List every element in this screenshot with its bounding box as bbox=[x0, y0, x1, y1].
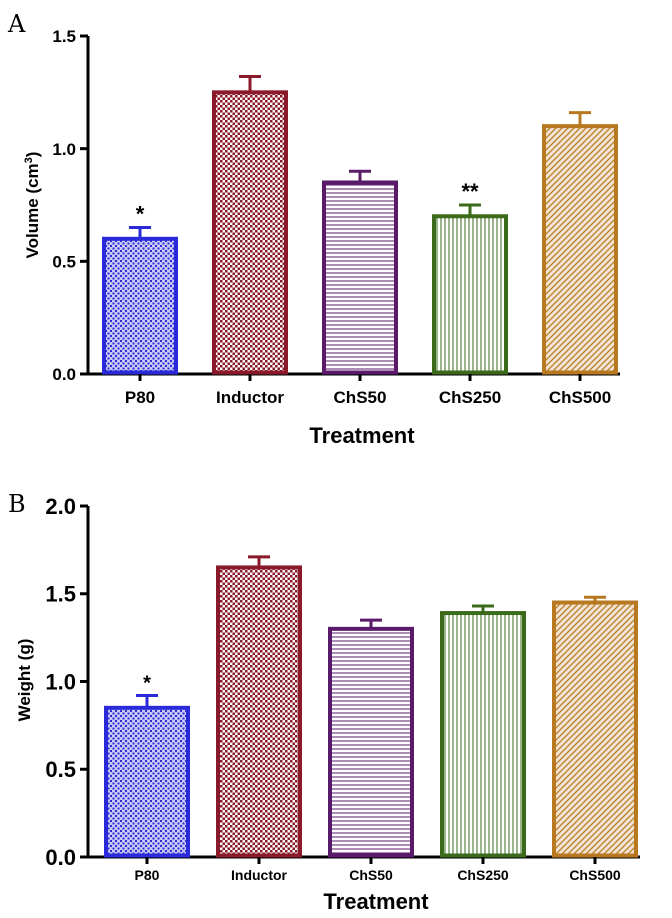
significance-marker-chs250: ** bbox=[461, 179, 479, 204]
x-tick-label-chs50: ChS50 bbox=[349, 867, 393, 883]
chart-panel-a: A 0.0 0.5 1.0 1.5 P80 * Inductor ChS50 ChS250 ** Ch… bbox=[7, 10, 620, 448]
x-tick-label-chs250: ChS250 bbox=[439, 388, 501, 407]
y-axis-title: Weight (g) bbox=[15, 639, 34, 722]
significance-marker-p80: * bbox=[136, 202, 145, 227]
bar-chs500 bbox=[552, 600, 638, 858]
y-tick-label: 1.0 bbox=[45, 669, 76, 694]
y-tick-label: 0.5 bbox=[45, 757, 76, 782]
chart-panel-b: B 0.0 0.5 1.0 1.5 2.0 P80 * Inductor ChS50 ChS250 C… bbox=[8, 490, 640, 914]
x-tick-label-chs250: ChS250 bbox=[457, 867, 509, 883]
x-tick-label-p80: P80 bbox=[125, 388, 155, 407]
bar-p80 bbox=[104, 705, 190, 858]
bar-p80 bbox=[102, 236, 178, 375]
bar-inductor bbox=[216, 565, 302, 858]
bar-chs50 bbox=[322, 180, 398, 375]
bar-chs500 bbox=[542, 124, 618, 375]
x-tick-label-p80: P80 bbox=[135, 867, 160, 883]
y-tick-label: 0.0 bbox=[52, 365, 76, 384]
y-tick-label: 2.0 bbox=[45, 494, 76, 519]
panel-label: B bbox=[8, 490, 26, 518]
y-tick-label: 0.5 bbox=[52, 252, 76, 271]
bar-inductor bbox=[212, 90, 288, 375]
y-tick-label: 1.5 bbox=[45, 582, 76, 607]
significance-marker-p80: * bbox=[143, 673, 151, 695]
x-tick-label-chs500: ChS500 bbox=[569, 867, 621, 883]
bar-chs250 bbox=[440, 611, 526, 858]
x-tick-label-inductor: Inductor bbox=[231, 867, 288, 883]
x-tick-label-chs50: ChS50 bbox=[334, 388, 387, 407]
y-tick-label: 1.0 bbox=[52, 140, 76, 159]
x-axis-title: Treatment bbox=[323, 889, 429, 914]
y-tick-label: 1.5 bbox=[52, 27, 76, 46]
x-axis-title: Treatment bbox=[309, 423, 415, 448]
y-tick-label: 0.0 bbox=[45, 845, 76, 870]
bar-chs250 bbox=[432, 214, 508, 375]
panel-label: A bbox=[7, 10, 26, 38]
x-tick-label-inductor: Inductor bbox=[216, 388, 284, 407]
y-axis-title: Volume (cm3) bbox=[23, 152, 42, 259]
bar-chs50 bbox=[328, 626, 414, 858]
x-tick-label-chs500: ChS500 bbox=[549, 388, 611, 407]
